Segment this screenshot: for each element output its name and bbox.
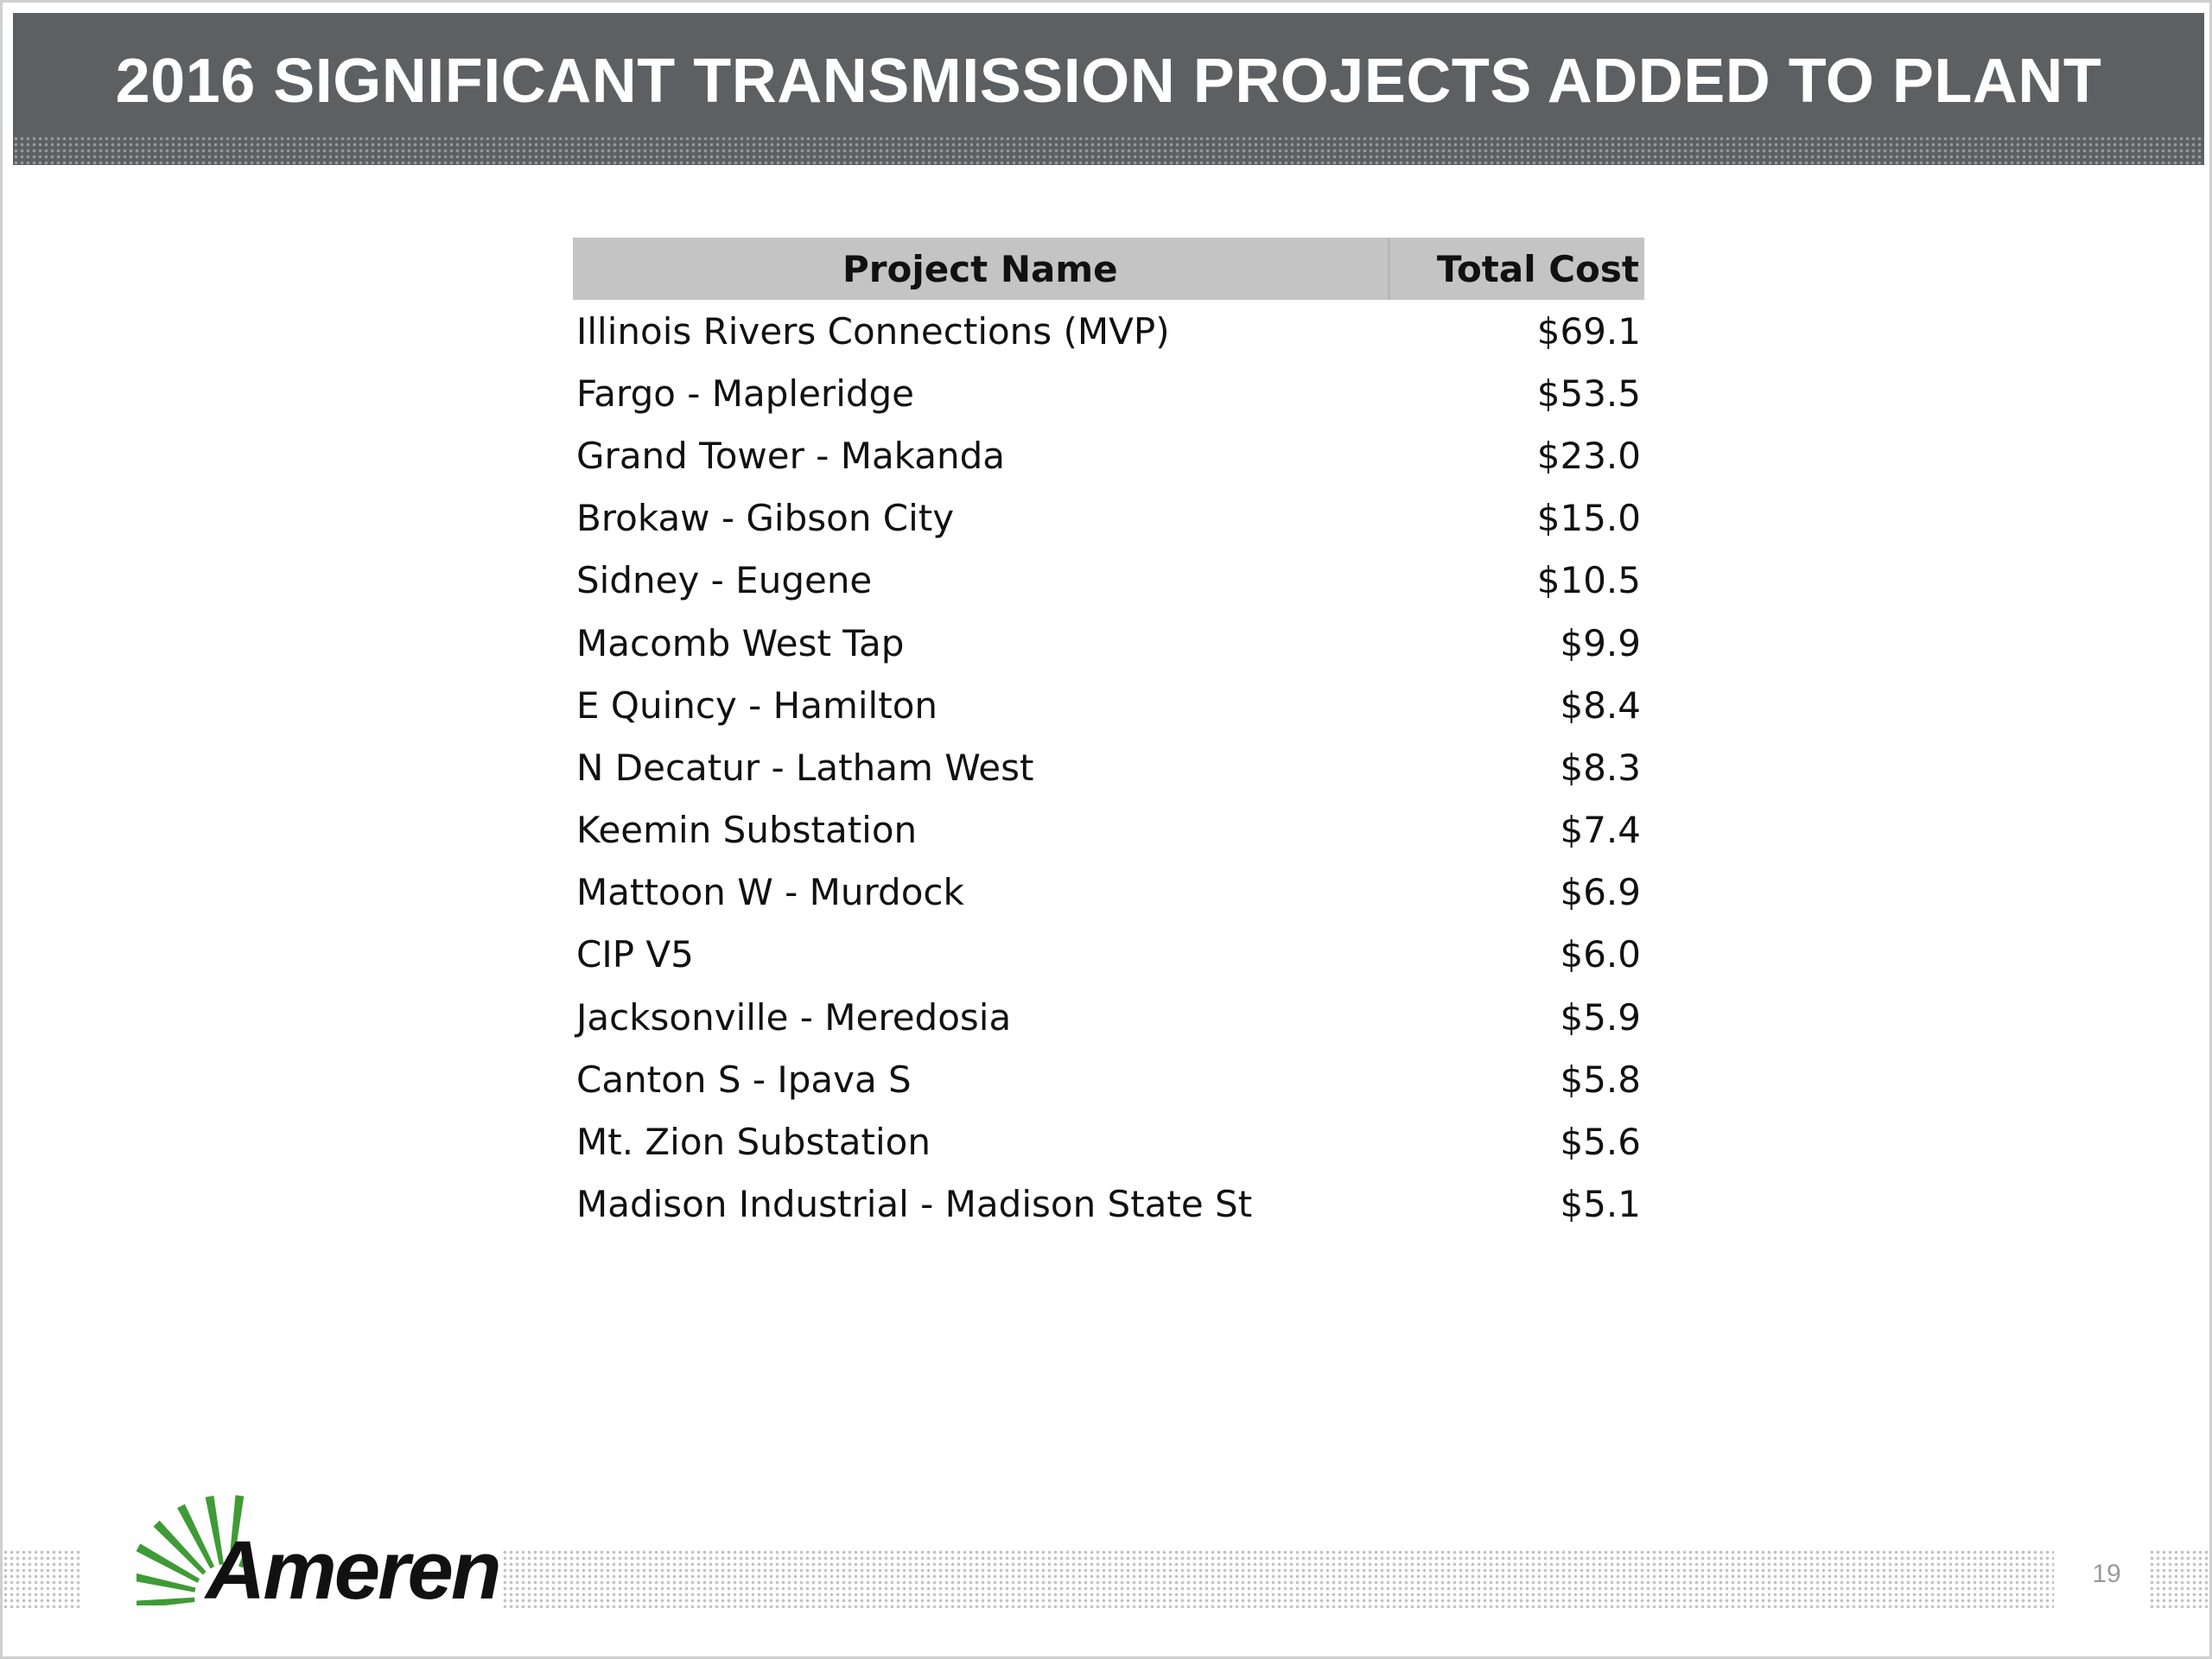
ameren-logo: Ameren: [137, 1484, 501, 1614]
project-name-cell: Fargo - Mapleridge: [576, 372, 915, 415]
logo-ray: [153, 1520, 207, 1575]
table-row: Keemin Substation $7.4: [573, 799, 1644, 861]
total-cost-cell: $9.9: [1560, 621, 1641, 664]
ameren-sunburst-icon: [137, 1495, 249, 1605]
header-project-name: Project Name: [573, 238, 1389, 300]
total-cost-cell: $10.5: [1536, 559, 1641, 602]
header-total-cost: Total Cost: [1387, 238, 1644, 300]
table-row: Grand Tower - Makanda $23.0: [573, 424, 1644, 486]
total-cost-cell: $5.8: [1560, 1058, 1641, 1101]
table-row: Fargo - Mapleridge $53.5: [573, 362, 1644, 424]
logo-ray: [137, 1573, 196, 1592]
table-row: Macomb West Tap $9.9: [573, 612, 1644, 674]
total-cost-cell: $8.4: [1560, 683, 1641, 727]
table-row: Sidney - Eugene $10.5: [573, 550, 1644, 612]
table-row: Brokaw - Gibson City $15.0: [573, 487, 1644, 550]
total-cost-cell: $15.0: [1536, 497, 1641, 540]
project-name-cell: Madison Industrial - Madison State St: [576, 1183, 1253, 1226]
table-row: Mattoon W - Murdock $6.9: [573, 861, 1644, 924]
project-name-cell: Keemin Substation: [576, 809, 918, 852]
table-row: Illinois Rivers Connections (MVP) $69.1: [573, 300, 1644, 362]
title-bar-dot-pattern: [13, 136, 2204, 165]
projects-table: Project Name Total Cost Illinois Rivers …: [573, 238, 1644, 1236]
project-name-cell: Jacksonville - Meredosia: [576, 995, 1012, 1039]
total-cost-cell: $6.9: [1560, 871, 1641, 914]
total-cost-cell: $5.9: [1560, 995, 1641, 1039]
project-name-cell: Grand Tower - Makanda: [576, 434, 1006, 477]
table-row: N Decatur - Latham West $8.3: [573, 736, 1644, 798]
project-name-cell: Macomb West Tap: [576, 621, 905, 664]
logo-ray: [137, 1543, 200, 1583]
page-number: 19: [2092, 1560, 2121, 1588]
total-cost-cell: $6.0: [1560, 933, 1641, 976]
footer-dots-center: [502, 1549, 2054, 1608]
table-row: CIP V5 $6.0: [573, 924, 1644, 986]
project-name-cell: CIP V5: [576, 933, 694, 976]
table-row: Madison Industrial - Madison State St $5.…: [573, 1173, 1644, 1236]
title-bar: 2016 SIGNIFICANT TRANSMISSION PROJECTS A…: [13, 13, 2204, 165]
table-row: Canton S - Ipava S $5.8: [573, 1048, 1644, 1110]
total-cost-cell: $5.6: [1560, 1121, 1641, 1164]
logo-ray: [246, 1568, 249, 1573]
project-name-cell: Canton S - Ipava S: [576, 1058, 912, 1101]
total-cost-cell: $5.1: [1560, 1183, 1641, 1226]
table-row: Mt. Zion Substation $5.6: [573, 1110, 1644, 1173]
logo-ray: [137, 1597, 195, 1605]
total-cost-cell: $69.1: [1536, 309, 1641, 353]
footer-dots-right: [2149, 1549, 2211, 1608]
table-row: Jacksonville - Meredosia $5.9: [573, 986, 1644, 1048]
logo-ray: [177, 1503, 215, 1569]
slide-title: 2016 SIGNIFICANT TRANSMISSION PROJECTS A…: [115, 47, 2102, 116]
logo-ray: [229, 1495, 245, 1565]
project-name-cell: Sidney - Eugene: [576, 559, 873, 602]
total-cost-cell: $23.0: [1536, 434, 1641, 477]
total-cost-cell: $53.5: [1536, 372, 1641, 415]
logo-ray: [238, 1541, 249, 1568]
project-name-cell: Mt. Zion Substation: [576, 1121, 931, 1164]
total-cost-cell: $8.3: [1560, 746, 1641, 789]
project-name-cell: Mattoon W - Murdock: [576, 871, 964, 914]
project-name-cell: E Quincy - Hamilton: [576, 683, 938, 727]
logo-ray: [205, 1496, 224, 1566]
project-name-cell: Illinois Rivers Connections (MVP): [576, 309, 1170, 353]
table-row: E Quincy - Hamilton $8.4: [573, 674, 1644, 736]
table-header-row: Project Name Total Cost: [573, 238, 1644, 300]
project-name-cell: N Decatur - Latham West: [576, 746, 1034, 789]
total-cost-cell: $7.4: [1560, 809, 1641, 852]
footer-dots-left: [3, 1549, 82, 1608]
project-name-cell: Brokaw - Gibson City: [576, 497, 955, 540]
logo-wordmark: Ameren: [206, 1524, 501, 1617]
